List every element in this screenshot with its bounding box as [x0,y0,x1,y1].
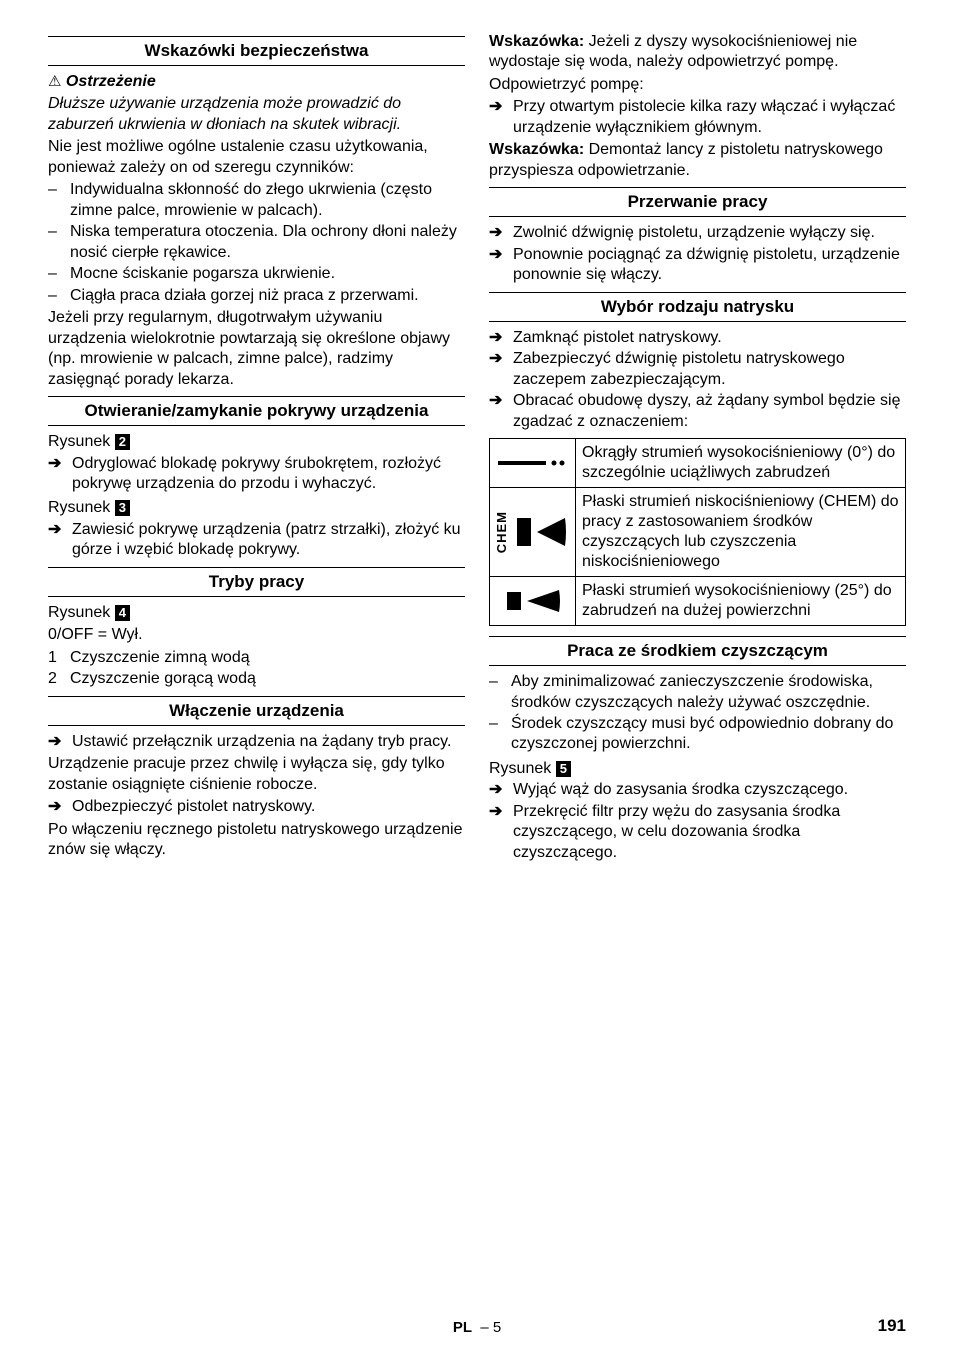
spray-type-table: Okrągły strumień wysokociśnieniowy (0°) … [489,438,906,626]
left-column: Wskazówki bezpieczeństwa ⚠ Ostrzeżenie D… [48,30,465,864]
list-item: ➔Ustawić przełącznik urządzenia na żądan… [48,732,465,752]
footer-lang: PL [453,1319,472,1336]
section-title-interrupt: Przerwanie pracy [489,187,906,217]
section-title-safety: Wskazówki bezpieczeństwa [48,36,465,66]
chem-label: CHEM [494,511,510,553]
hint-2: Wskazówka: Demontaż lancy z pistoletu na… [489,140,906,181]
warning-paragraph-1: Nie jest możliwe ogólne ustalenie czasu … [48,137,465,178]
list-item: ➔Zabezpieczyć dźwignię pistoletu natrysk… [489,349,906,390]
off-line: 0/OFF = Wył. [48,625,465,645]
switch-on-paragraph-1: Urządzenie pracuje przez chwilę i wyłącz… [48,754,465,795]
list-item: –Mocne ściskanie pogarsza ukrwienie. [48,264,465,284]
figure-number-3: 3 [115,500,130,516]
spray-icon-chem: CHEM [490,488,576,577]
list-item: –Aby zminimalizować zanieczyszczenie śro… [489,672,906,713]
list-item: ➔Zawiesić pokrywę urządzenia (patrz strz… [48,520,465,561]
list-item: ➔Przy otwartym pistolecie kilka razy włą… [489,97,906,138]
hint-1: Wskazówka: Jeżeli z dyszy wysokociśnieni… [489,32,906,73]
warning-label: Ostrzeżenie [66,73,156,90]
list-item: 1Czyszczenie zimną wodą [48,648,465,668]
list-item: ➔Zwolnić dźwignię pistoletu, urządzenie … [489,223,906,243]
warning-paragraph-2: Jeżeli przy regularnym, długotrwałym uży… [48,308,465,390]
figure-number-4: 4 [115,605,130,621]
list-item: ➔Zamknąć pistolet natryskowy. [489,328,906,348]
list-item: ➔Odryglować blokadę pokrywy śrubokrętem,… [48,454,465,495]
list-item: –Ciągła praca działa gorzej niż praca z … [48,286,465,306]
table-row: Płaski strumień wysokociśnieniowy (25°) … [490,577,906,626]
warning-dash-list: –Indywidualna skłonność do złego ukrwien… [48,180,465,306]
section-title-spray-type: Wybór rodzaju natrysku [489,292,906,322]
list-item: ➔Ponownie pociągnąć za dźwignię pistolet… [489,245,906,286]
table-row: Okrągły strumień wysokociśnieniowy (0°) … [490,439,906,488]
warning-italic-text: Dłuższe używanie urządzenia może prowadz… [48,94,465,135]
figure-ref-4: Rysunek 4 [48,603,465,623]
footer-page-section: – 5 [480,1319,501,1336]
list-item: ➔Wyjąć wąż do zasysania środka czyszcząc… [489,780,906,800]
figure-ref-5: Rysunek 5 [489,759,906,779]
spray-icon-flat [490,577,576,626]
section-title-modes: Tryby pracy [48,567,465,597]
page-footer: PL – 5 [0,1319,954,1336]
spray-desc-2: Płaski strumień niskociśnieniowy (CHEM) … [576,488,906,577]
spray-desc-1: Okrągły strumień wysokociśnieniowy (0°) … [576,439,906,488]
section-title-cover: Otwieranie/zamykanie pokrywy urządzenia [48,396,465,426]
list-item: ➔Obracać obudowę dyszy, aż żądany symbol… [489,391,906,432]
list-item: –Niska temperatura otoczenia. Dla ochron… [48,222,465,263]
page-number: 191 [878,1316,906,1336]
list-item: ➔Odbezpieczyć pistolet natryskowy. [48,797,465,817]
figure-number-5: 5 [556,761,571,777]
list-item: –Indywidualna skłonność do złego ukrwien… [48,180,465,221]
spray-desc-3: Płaski strumień wysokociśnieniowy (25°) … [576,577,906,626]
figure-ref-2: Rysunek 2 [48,432,465,452]
list-item: ➔Przekręcić filtr przy wężu do zasysania… [489,802,906,863]
switch-on-paragraph-2: Po włączeniu ręcznego pistoletu natrysko… [48,820,465,861]
spray-icon-pencil [490,439,576,488]
list-item: 2Czyszczenie gorącą wodą [48,669,465,689]
section-title-detergent: Praca ze środkiem czyszczącym [489,636,906,666]
figure-ref-3: Rysunek 3 [48,498,465,518]
hint-1-p2: Odpowietrzyć pompę: [489,75,906,95]
list-item: –Środek czyszczący musi być odpowiednio … [489,714,906,755]
warning-heading: ⚠ Ostrzeżenie [48,72,465,92]
warning-icon: ⚠ [48,73,61,90]
section-title-switch-on: Włączenie urządzenia [48,696,465,726]
figure-number-2: 2 [115,434,130,450]
table-row: CHEM Płaski strumień niskociśnieniowy (C… [490,488,906,577]
right-column: Wskazówka: Jeżeli z dyszy wysokociśnieni… [489,30,906,864]
